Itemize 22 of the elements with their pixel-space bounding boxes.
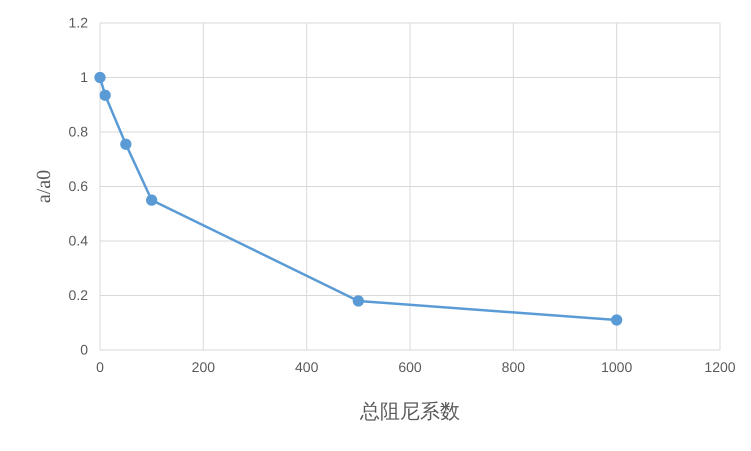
y-tick-label: 1.2	[68, 14, 88, 30]
x-tick-label: 800	[502, 358, 526, 375]
y-tick-label: 0.2	[68, 286, 88, 303]
x-tick-label: 400	[294, 358, 319, 375]
x-tick-label: 1000	[601, 358, 632, 375]
x-tick-label: 600	[398, 358, 422, 375]
x-axis-title: 总阻尼系数	[359, 401, 460, 423]
y-tick-label: 0	[80, 341, 88, 358]
point	[146, 194, 158, 206]
x-tick-label: 200	[192, 358, 216, 375]
point	[611, 314, 622, 326]
point	[94, 72, 106, 84]
y-axis-title: a/a0	[33, 170, 55, 204]
y-tick-label: 0.6	[68, 178, 88, 194]
x-tick-label: 0	[96, 358, 104, 375]
y-tick-label: 0.4	[68, 232, 88, 248]
point	[100, 90, 111, 101]
point	[120, 138, 132, 150]
point	[352, 295, 364, 307]
y-tick-label: 0.8	[68, 123, 88, 140]
y-tick-label: 1	[80, 68, 88, 85]
x-tick-label: 1200	[704, 358, 736, 375]
